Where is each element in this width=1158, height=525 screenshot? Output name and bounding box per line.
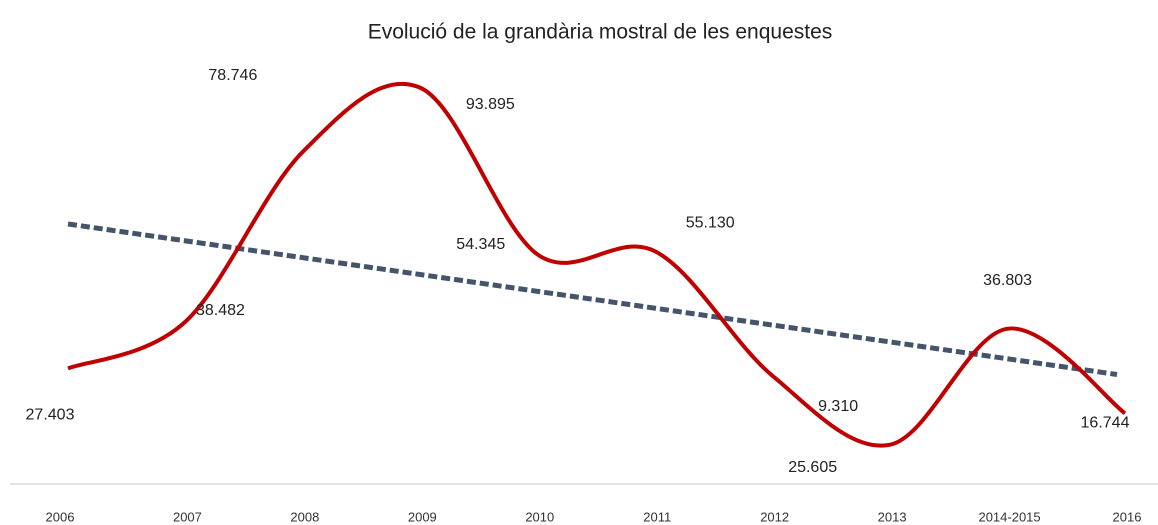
- data-label: 25.605: [788, 459, 837, 476]
- data-label: 16.744: [1081, 415, 1130, 432]
- data-label: 78.746: [208, 67, 257, 84]
- x-tick-label: 2008: [290, 509, 319, 524]
- data-label: 38.482: [196, 302, 245, 319]
- data-label: 55.130: [686, 215, 735, 232]
- x-tick-label: 2006: [46, 509, 75, 524]
- data-label: 54.345: [456, 236, 505, 253]
- data-line: [67, 81, 1127, 448]
- x-tick-label: 2010: [525, 509, 554, 524]
- trend-line: [67, 221, 1118, 377]
- data-label: 9.310: [818, 398, 858, 415]
- x-tick-label: 2012: [760, 509, 789, 524]
- x-tick-label: 2007: [173, 509, 202, 524]
- x-tick-label: 2011: [643, 509, 671, 524]
- data-label: 93.895: [466, 96, 515, 113]
- chart-title: Evolució de la grandària mostral de les …: [368, 21, 833, 44]
- x-tick-label: 2016: [1113, 509, 1142, 524]
- data-label: 36.803: [983, 272, 1032, 289]
- x-tick-label: 2009: [408, 509, 437, 524]
- x-tick-label: 2013: [878, 509, 907, 524]
- data-label: 27.403: [26, 407, 75, 424]
- x-tick-label: 2014-2015: [978, 509, 1040, 524]
